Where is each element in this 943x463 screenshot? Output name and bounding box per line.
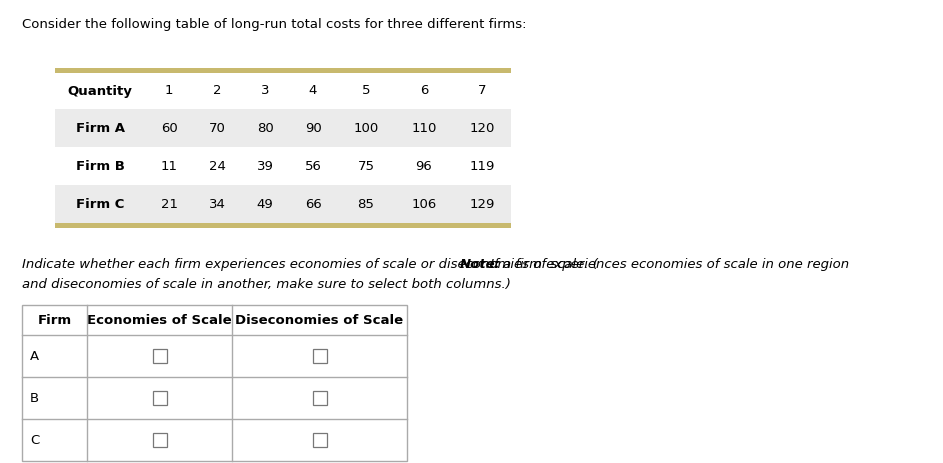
Bar — [312, 349, 326, 363]
Text: Note:: Note: — [460, 258, 501, 271]
Text: and diseconomies of scale in another, make sure to select both columns.): and diseconomies of scale in another, ma… — [22, 278, 511, 291]
Text: Indicate whether each firm experiences economies of scale or diseconomies of sca: Indicate whether each firm experiences e… — [22, 258, 598, 271]
Text: Firm C: Firm C — [75, 198, 124, 211]
Bar — [22, 305, 407, 461]
Text: Firm: Firm — [38, 313, 72, 326]
Bar — [55, 68, 511, 73]
Text: 2: 2 — [213, 85, 222, 98]
Text: 66: 66 — [305, 198, 322, 211]
Text: C: C — [30, 433, 40, 446]
Bar — [312, 391, 326, 405]
Text: Economies of Scale: Economies of Scale — [87, 313, 232, 326]
Bar — [22, 335, 407, 377]
Text: 7: 7 — [478, 85, 487, 98]
Text: 21: 21 — [160, 198, 177, 211]
Text: 119: 119 — [470, 159, 495, 173]
Text: 70: 70 — [208, 121, 225, 134]
Bar — [55, 73, 511, 109]
Bar — [55, 223, 511, 228]
Text: 90: 90 — [305, 121, 322, 134]
Bar — [22, 377, 407, 419]
Text: 106: 106 — [411, 198, 437, 211]
Text: 110: 110 — [411, 121, 437, 134]
Bar — [22, 305, 407, 335]
Bar — [153, 349, 167, 363]
Text: 1: 1 — [165, 85, 174, 98]
Text: 34: 34 — [208, 198, 225, 211]
Text: 5: 5 — [362, 85, 371, 98]
Text: 60: 60 — [160, 121, 177, 134]
Text: 6: 6 — [420, 85, 428, 98]
Text: Quantity: Quantity — [68, 85, 132, 98]
Text: 75: 75 — [357, 159, 374, 173]
Text: Firm A: Firm A — [75, 121, 124, 134]
Bar — [153, 391, 167, 405]
Text: 11: 11 — [160, 159, 177, 173]
Bar — [312, 433, 326, 447]
Text: 24: 24 — [208, 159, 225, 173]
Bar — [55, 147, 511, 185]
Text: 85: 85 — [357, 198, 374, 211]
Text: 4: 4 — [308, 85, 317, 98]
Text: 120: 120 — [470, 121, 495, 134]
Text: 80: 80 — [256, 121, 273, 134]
Bar — [55, 185, 511, 223]
Text: If a firm experiences economies of scale in one region: If a firm experiences economies of scale… — [486, 258, 849, 271]
Bar — [55, 109, 511, 147]
Text: Diseconomies of Scale: Diseconomies of Scale — [236, 313, 404, 326]
Text: B: B — [30, 392, 39, 405]
Text: 100: 100 — [354, 121, 379, 134]
Text: 39: 39 — [256, 159, 273, 173]
Text: 3: 3 — [261, 85, 270, 98]
Text: Firm B: Firm B — [75, 159, 124, 173]
Text: 96: 96 — [416, 159, 433, 173]
Bar — [22, 419, 407, 461]
Text: 49: 49 — [256, 198, 273, 211]
Text: 56: 56 — [305, 159, 322, 173]
Text: 129: 129 — [470, 198, 495, 211]
Text: A: A — [30, 350, 39, 363]
Text: Consider the following table of long-run total costs for three different firms:: Consider the following table of long-run… — [22, 18, 526, 31]
Bar — [153, 433, 167, 447]
